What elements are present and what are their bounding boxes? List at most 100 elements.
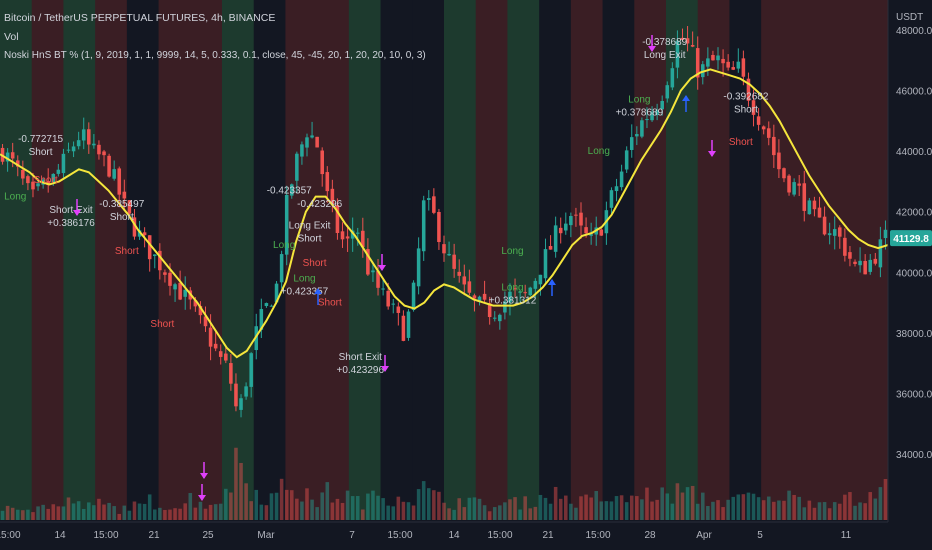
candle-body: [650, 111, 654, 121]
volume-bar: [498, 505, 502, 520]
candle-body: [340, 231, 345, 240]
candle-body: [137, 230, 142, 237]
volume-bar: [772, 501, 776, 520]
volume-bar: [579, 496, 583, 520]
volume-bar: [264, 505, 269, 520]
candle-body: [487, 303, 492, 318]
x-tick-label: 21: [542, 530, 554, 541]
x-tick-label: 15:00: [487, 530, 512, 541]
candle-body: [259, 309, 264, 330]
volume-bar: [295, 498, 299, 520]
volume-indicator-label[interactable]: Vol: [4, 31, 19, 43]
y-tick-label: 42000.0: [896, 208, 932, 219]
candle-body: [716, 55, 720, 61]
x-tick-label: 7: [349, 530, 355, 541]
signal-band: [0, 0, 33, 520]
annotation-text: +0.423357: [281, 286, 329, 297]
volume-bar: [26, 509, 30, 520]
candle-body: [132, 217, 137, 237]
volume-bar: [741, 494, 746, 520]
signal-band: [570, 0, 604, 520]
volume-bar: [528, 508, 533, 520]
candle-body: [345, 236, 350, 239]
candle-body: [477, 296, 482, 302]
candle-body: [838, 227, 842, 237]
price-axis-panel: [888, 0, 932, 550]
volume-bar: [71, 503, 76, 520]
candle-body: [320, 150, 324, 175]
volume-bar: [117, 513, 122, 520]
candle-body: [142, 232, 147, 236]
volume-bar: [609, 501, 614, 520]
volume-bar: [868, 492, 873, 520]
candle-body: [640, 120, 644, 137]
candle-body: [5, 152, 10, 162]
candle-body: [56, 169, 61, 174]
volume-bar: [224, 488, 228, 520]
volume-bar: [513, 497, 517, 520]
candle-body: [315, 136, 319, 148]
volume-bar: [173, 508, 177, 520]
volume-bar: [46, 508, 50, 520]
annotation-text: +0.386176: [47, 218, 95, 229]
candle-body: [31, 181, 35, 190]
y-tick-label: 34000.0: [896, 450, 932, 461]
volume-bar: [208, 504, 213, 520]
signal-band: [380, 0, 413, 520]
annotation-text: Long: [273, 240, 295, 251]
candle-body: [432, 196, 436, 213]
volume-bar: [386, 505, 390, 520]
candle-body: [305, 137, 309, 148]
volume-bar: [863, 503, 867, 520]
candle-body: [152, 254, 157, 256]
volume-bar: [746, 492, 751, 520]
trade-annotation: Long +0.423357: [281, 273, 329, 297]
candle-body: [690, 45, 695, 47]
volume-bar: [168, 509, 172, 520]
candle-body: [203, 316, 208, 327]
candle-body: [761, 126, 766, 130]
y-tick-label: 40000.0: [896, 268, 932, 279]
buy-arrow-head: [682, 95, 690, 101]
candle-body: [66, 149, 71, 151]
candle-body: [452, 254, 456, 269]
volume-bar: [340, 502, 345, 520]
volume-bar: [802, 507, 807, 520]
annotation-text: +0.378689: [616, 108, 664, 119]
candle-body: [695, 48, 700, 78]
candle-body: [355, 232, 360, 234]
volume-bar: [726, 499, 730, 520]
volume-bar: [685, 487, 690, 520]
candle-body: [635, 134, 639, 137]
y-tick-label: 48000.0: [896, 26, 932, 37]
volume-bar: [10, 507, 15, 520]
candle-body: [482, 293, 487, 300]
trade-annotation: Short: [150, 319, 174, 330]
volume-bar: [766, 496, 771, 520]
annotation-text: Long Exit: [644, 50, 686, 61]
volume-bar: [305, 488, 309, 520]
candle-body: [117, 168, 122, 195]
candle-body: [21, 169, 25, 179]
x-tick-label: 15:00: [387, 530, 412, 541]
annotation-text: Short: [150, 319, 174, 330]
candle-body: [269, 305, 274, 307]
candle-body: [883, 229, 888, 239]
strategy-indicator-label[interactable]: Noski HnS BT % (1, 9, 2019, 1, 1, 9999, …: [4, 50, 426, 61]
volume-bar: [183, 503, 187, 520]
candle-body: [350, 230, 355, 239]
volume-bar: [391, 506, 396, 520]
volume-bar: [822, 502, 827, 520]
signal-band: [856, 0, 889, 520]
candle-body: [173, 284, 177, 290]
trade-annotation: Short: [115, 246, 139, 257]
volume-bar: [812, 507, 817, 520]
volume-bar: [234, 447, 238, 520]
candle-body: [406, 311, 411, 338]
volume-bar: [518, 509, 522, 520]
volume-bar: [629, 495, 634, 520]
candle-body: [112, 169, 116, 179]
candle-body: [706, 58, 710, 67]
